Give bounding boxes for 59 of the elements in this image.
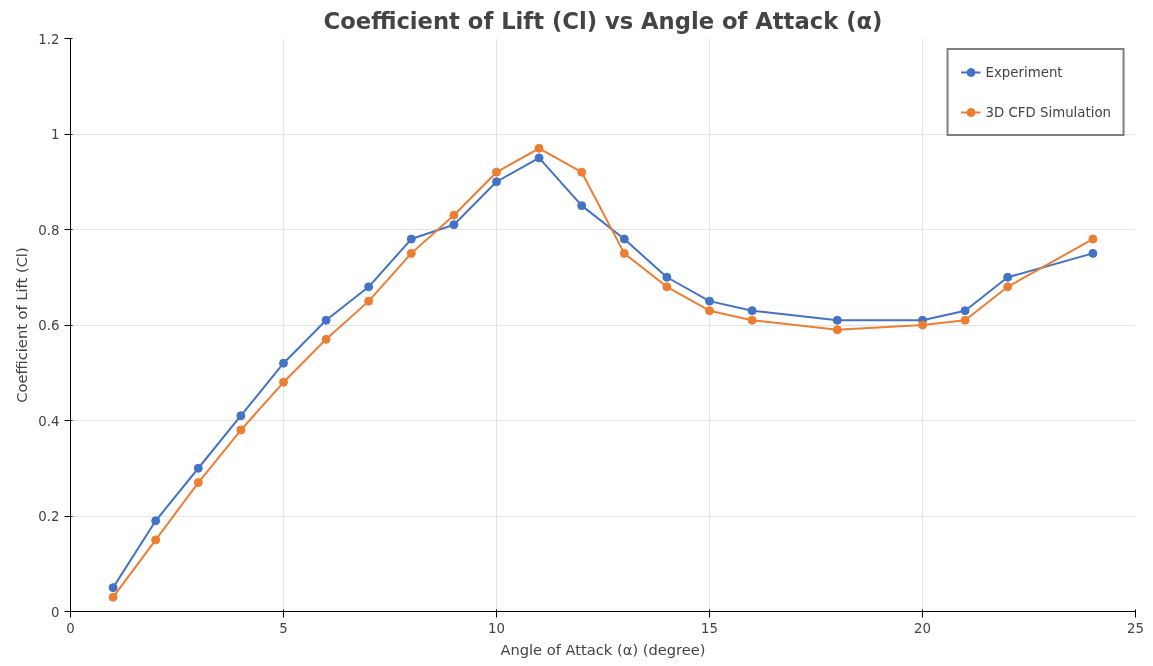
point: [1088, 234, 1098, 244]
y-tick-label: 0.8: [38, 222, 60, 238]
point: [832, 325, 842, 335]
point: [492, 167, 501, 177]
y-tick-label: 0.4: [38, 413, 60, 429]
y-tick-label: 1.2: [38, 31, 60, 47]
point: [662, 272, 672, 282]
x-tick-label: 25: [1127, 620, 1144, 636]
chart-title: Coefficient of Lift (Cl) vs Angle of Attack (α): [323, 7, 883, 34]
point: [193, 463, 203, 473]
point: [577, 167, 587, 177]
point: [279, 377, 288, 387]
point: [534, 153, 544, 163]
point: [449, 210, 459, 220]
y-axis-title: Coefficient of Lift (Cl): [13, 247, 31, 403]
point: [1003, 272, 1013, 282]
point: [151, 535, 161, 545]
point: [492, 177, 501, 187]
point: [705, 296, 714, 306]
point: [918, 320, 927, 330]
y-tick-label: 0.2: [38, 509, 60, 524]
y-tick-label: 0.6: [38, 318, 60, 333]
point: [534, 143, 544, 153]
point: [108, 592, 118, 602]
point: [406, 234, 416, 244]
point: [108, 583, 118, 593]
x-tick-label: 0: [66, 620, 75, 636]
point: [406, 248, 416, 258]
point: [747, 306, 757, 316]
point: [577, 201, 587, 211]
point: [279, 358, 288, 368]
point: [960, 306, 970, 316]
point: [1088, 248, 1098, 258]
point: [236, 411, 246, 421]
point: [747, 315, 757, 325]
legend-label: Experiment: [985, 64, 1063, 80]
legend-label: 3D CFD Simulation: [985, 104, 1111, 120]
x-tick-label: 5: [279, 620, 288, 636]
point: [193, 478, 203, 488]
point: [619, 234, 629, 244]
x-tick-label: 10: [488, 620, 505, 636]
point: [960, 315, 970, 325]
point: [364, 282, 374, 292]
point: [321, 315, 331, 325]
point: [662, 282, 672, 292]
y-tick-label: 0: [51, 604, 60, 620]
point: [832, 315, 842, 325]
point: [151, 516, 161, 526]
x-tick-label: 15: [701, 620, 718, 636]
point: [705, 306, 714, 316]
point: [236, 425, 246, 435]
x-tick-label: 20: [914, 620, 931, 636]
point: [364, 296, 374, 306]
point: [321, 334, 331, 344]
point: [449, 220, 459, 230]
x-axis-title: Angle of Attack (α) (degree): [500, 640, 706, 658]
point: [1003, 282, 1013, 292]
y-tick-label: 1: [51, 127, 60, 142]
point: [619, 248, 629, 258]
